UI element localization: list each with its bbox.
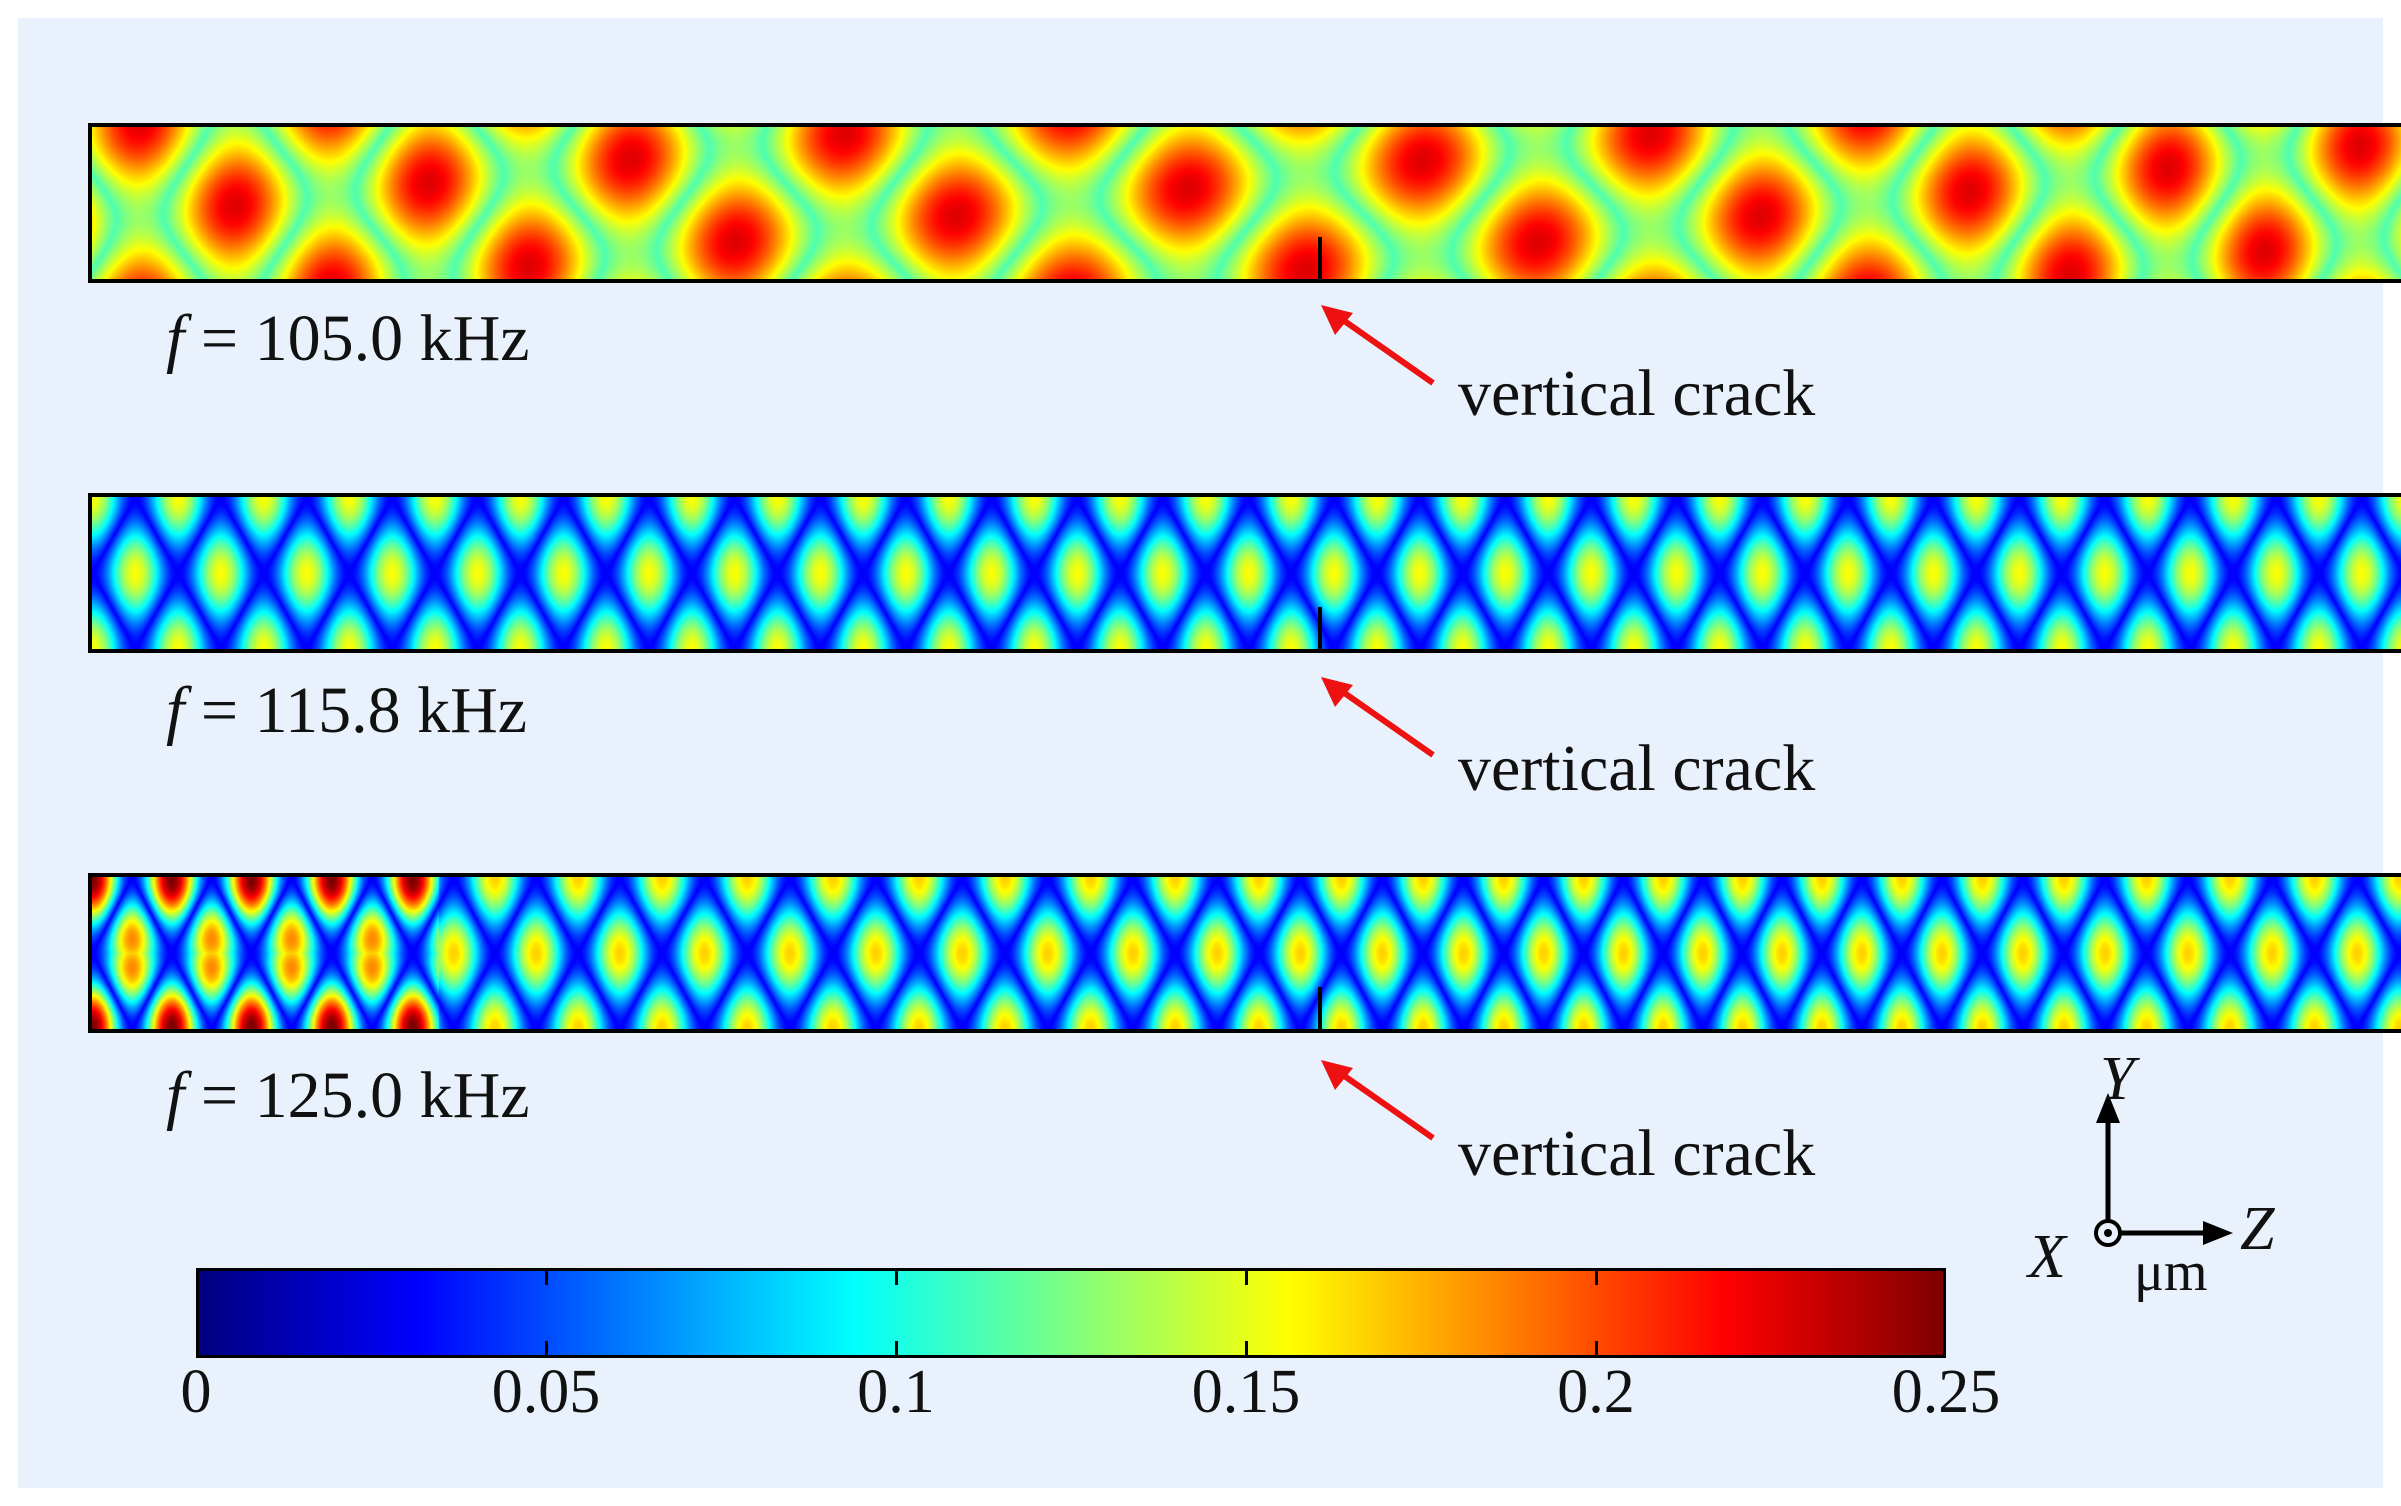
frequency-value: = 125.0 kHz bbox=[200, 1059, 530, 1132]
crack-annotation: vertical crack bbox=[1458, 357, 1816, 430]
colorbar-tick-mark bbox=[1245, 1341, 1248, 1355]
crack-annotation: vertical crack bbox=[1458, 1117, 1816, 1190]
colorbar-tick-mark bbox=[1595, 1271, 1598, 1285]
vertical-crack-mark bbox=[1318, 987, 1322, 1029]
vertical-crack-mark bbox=[1318, 237, 1322, 279]
colorbar-tick-mark bbox=[895, 1271, 898, 1285]
unit-label: μm bbox=[2134, 1241, 2208, 1303]
colorbar-tick-label: 0.2 bbox=[1557, 1358, 1635, 1426]
frequency-value: = 105.0 kHz bbox=[200, 302, 530, 375]
frequency-symbol: f bbox=[166, 302, 185, 375]
colorbar bbox=[196, 1268, 1946, 1358]
field-strip-115-8khz bbox=[88, 493, 2401, 653]
figure: f = 105.0 kHz vertical crack f = 115.8 k… bbox=[18, 18, 2401, 1488]
frequency-symbol: f bbox=[166, 674, 185, 747]
y-axis-label: Y bbox=[2100, 1045, 2135, 1113]
crack-annotation: vertical crack bbox=[1458, 732, 1816, 805]
field-map-115-8khz bbox=[92, 497, 2401, 649]
colorbar-gradient bbox=[199, 1271, 1943, 1355]
colorbar-tick-mark bbox=[1245, 1271, 1248, 1285]
colorbar-tick-mark bbox=[1595, 1341, 1598, 1355]
frequency-value: = 115.8 kHz bbox=[200, 674, 528, 747]
colorbar-tick-label: 0.05 bbox=[491, 1358, 601, 1426]
colorbar-tick-mark bbox=[545, 1271, 548, 1285]
field-map-125khz bbox=[92, 877, 2401, 1029]
vertical-crack-mark bbox=[1318, 607, 1322, 649]
colorbar-tick-mark bbox=[895, 1341, 898, 1355]
colorbar-tick-label: 0.15 bbox=[1191, 1358, 1301, 1426]
colorbar-tick-mark bbox=[545, 1341, 548, 1355]
frequency-label-115-8khz: f = 115.8 kHz bbox=[166, 678, 527, 744]
field-map-105khz bbox=[92, 127, 2401, 279]
colorbar-tick-label: 0.1 bbox=[857, 1358, 935, 1426]
field-strip-125khz bbox=[88, 873, 2401, 1033]
colorbar-tick-label: 0 bbox=[180, 1358, 212, 1426]
axes-arrows-icon bbox=[2094, 1093, 2233, 1247]
frequency-label-125khz: f = 125.0 kHz bbox=[166, 1063, 530, 1129]
crack-arrow-icon bbox=[1321, 305, 1435, 386]
colorbar-tick-label: 0.25 bbox=[1891, 1358, 2001, 1426]
z-axis-label: Z bbox=[2240, 1195, 2275, 1263]
frequency-label-105khz: f = 105.0 kHz bbox=[166, 306, 530, 372]
frequency-symbol: f bbox=[166, 1059, 185, 1132]
crack-arrow-icon bbox=[1321, 677, 1435, 758]
coordinate-axes: Y X Z μm bbox=[2028, 1048, 2298, 1308]
field-strip-105khz bbox=[88, 123, 2401, 283]
crack-arrow-icon bbox=[1321, 1060, 1435, 1141]
x-axis-label: X bbox=[2028, 1223, 2066, 1291]
